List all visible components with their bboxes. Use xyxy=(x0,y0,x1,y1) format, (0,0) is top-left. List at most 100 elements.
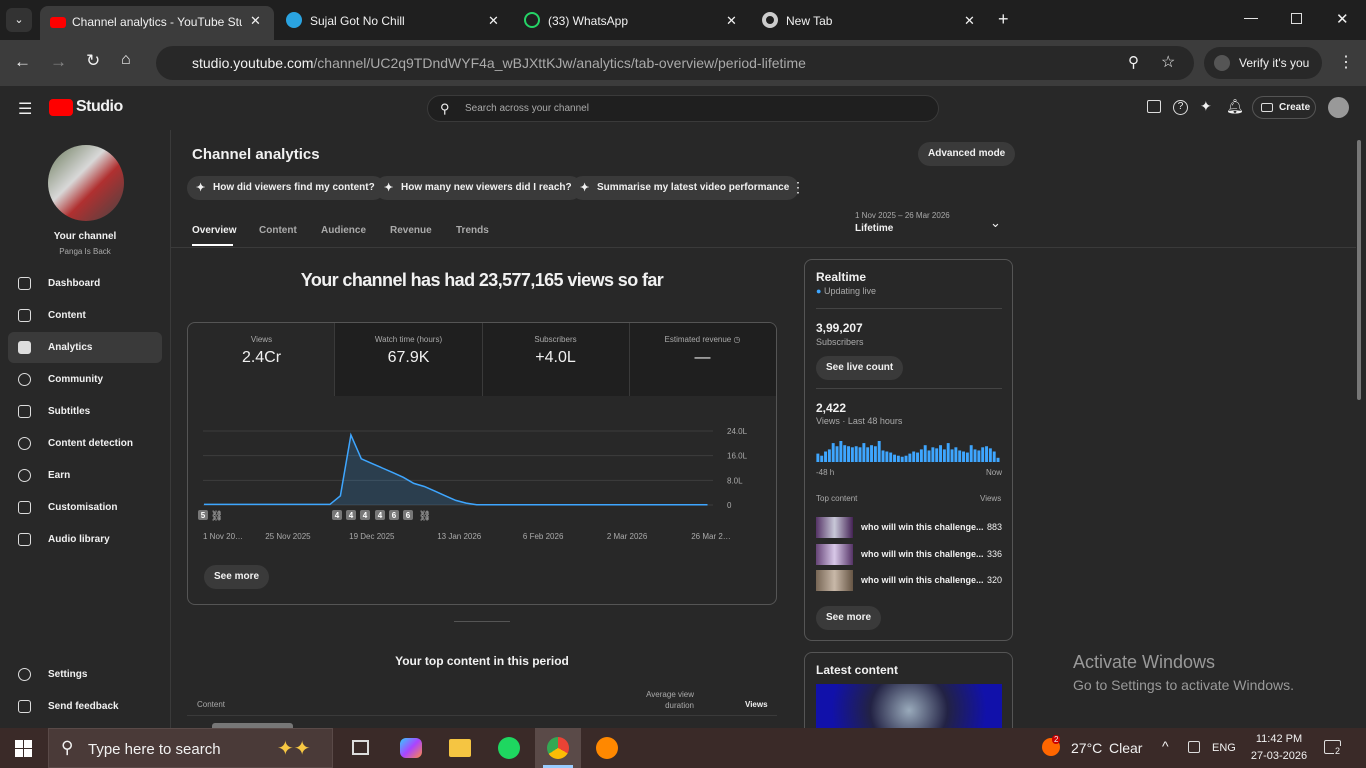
views-count: 2,422 xyxy=(816,401,847,415)
nav-item[interactable]: Earn xyxy=(8,460,162,491)
tab-active[interactable]: Overview xyxy=(192,225,237,236)
nav-item[interactable]: Content detection xyxy=(8,428,162,459)
realtime-bar xyxy=(916,452,919,462)
minimize[interactable]: — xyxy=(1244,9,1258,25)
tab-title[interactable]: New Tab xyxy=(786,14,833,28)
ai-chip[interactable]: How did viewers find my content? xyxy=(187,176,385,200)
language[interactable]: ENG xyxy=(1212,742,1236,754)
ai-chip[interactable]: Summarise my latest video performance xyxy=(571,176,800,200)
weather-badge: 2 xyxy=(1052,735,1061,744)
metric-value[interactable]: +4.0L xyxy=(535,349,576,366)
thumbnail[interactable] xyxy=(816,544,853,565)
tile-divider xyxy=(334,323,335,396)
home[interactable]: ⌂ xyxy=(121,51,131,68)
tab[interactable]: Trends xyxy=(456,225,489,236)
nav-item[interactable]: Settings xyxy=(8,659,162,690)
back[interactable]: ← xyxy=(14,52,31,71)
video-title[interactable]: who will win this challenge... xyxy=(861,549,984,559)
clock-time[interactable]: 11:42 PM xyxy=(1255,733,1303,745)
tab[interactable]: Content xyxy=(259,225,297,236)
y-tick-label: 24.0L xyxy=(727,427,748,436)
file-explorer[interactable] xyxy=(449,739,471,757)
task-view[interactable] xyxy=(352,740,369,755)
video-marker-label: 4 xyxy=(363,511,368,520)
video-title[interactable]: who will win this challenge... xyxy=(861,575,984,585)
column-header[interactable]: Views xyxy=(745,700,768,709)
tab[interactable]: Audience xyxy=(321,225,367,236)
column-header[interactable]: Average view duration xyxy=(646,690,694,710)
realtime-bar xyxy=(931,447,935,462)
video-views: 336 xyxy=(987,549,1003,559)
profile-button[interactable]: Verify it's you xyxy=(1204,47,1322,79)
scrollbar[interactable] xyxy=(1357,140,1361,400)
nav-item[interactable]: Community xyxy=(8,364,162,395)
metric-value[interactable]: 67.9K xyxy=(387,349,430,366)
active-tab[interactable]: Channel analytics - YouTube Stu ✕ xyxy=(40,6,274,40)
nav-item[interactable]: Customisation xyxy=(8,492,162,523)
close-window[interactable]: ✕ xyxy=(1336,11,1349,28)
tab-close[interactable]: ✕ xyxy=(726,13,737,28)
taskbar-search[interactable]: ⚲ Type here to search ✦✦ xyxy=(48,728,333,768)
ai-icon[interactable]: ✦ xyxy=(1200,98,1212,114)
thumbnail[interactable] xyxy=(816,570,853,591)
zoom[interactable]: ⚲ xyxy=(1128,54,1139,71)
nav-item[interactable]: Dashboard xyxy=(8,268,162,299)
metric-value[interactable]: — xyxy=(694,349,711,366)
create-button[interactable]: Create xyxy=(1252,96,1316,119)
help-icon[interactable]: ? xyxy=(1173,100,1188,115)
latest-thumbnail[interactable] xyxy=(816,684,1002,728)
tab-search[interactable]: ⌄ xyxy=(6,8,32,32)
tab-close[interactable]: ✕ xyxy=(964,13,975,28)
copilot[interactable] xyxy=(400,738,422,758)
notifications-icon[interactable]: 🔔︎ xyxy=(1226,98,1244,114)
start-button[interactable] xyxy=(15,740,32,757)
clock-date[interactable]: 27-03-2026 xyxy=(1250,750,1308,762)
tab[interactable]: Revenue xyxy=(390,225,432,236)
video-marker xyxy=(346,510,356,520)
nav-item[interactable]: Content xyxy=(8,300,162,331)
metric-value[interactable]: 2.4Cr xyxy=(241,349,282,366)
period-dropdown[interactable]: ⌄ xyxy=(990,215,1001,230)
realtime-bar xyxy=(977,450,981,462)
thumbnail[interactable] xyxy=(816,517,853,538)
fl-studio[interactable] xyxy=(596,737,618,759)
ai-chip[interactable]: How many new viewers did I reach? xyxy=(375,176,582,200)
bookmark[interactable]: ☆ xyxy=(1161,54,1176,71)
nav-item[interactable]: Audio library xyxy=(8,524,162,555)
forward[interactable]: → xyxy=(50,52,67,71)
nav-item[interactable]: Subtitles xyxy=(8,396,162,427)
nav-item-active[interactable]: Analytics xyxy=(8,332,162,363)
thumbnail[interactable] xyxy=(212,723,293,728)
period[interactable]: Lifetime xyxy=(855,223,894,234)
advanced-mode[interactable]: Advanced mode xyxy=(918,142,1016,166)
tabs-divider xyxy=(171,247,1356,248)
more-menu[interactable]: ⋮ xyxy=(791,179,805,195)
see-live-count[interactable]: See live count xyxy=(816,356,904,380)
tray-chevron[interactable]: ^ xyxy=(1162,738,1169,754)
tab-close[interactable]: ✕ xyxy=(250,13,261,28)
see-more[interactable]: See more xyxy=(204,565,270,589)
video-title[interactable]: who will win this challenge... xyxy=(861,522,984,532)
url-path: /channel/UC2q9TDndWYF4a_wBJXttKJw/analyt… xyxy=(313,55,806,71)
see-more[interactable]: See more xyxy=(816,606,882,630)
search-box[interactable]: ⚲ Search across your channel xyxy=(427,95,939,122)
hamburger[interactable]: ☰ xyxy=(18,101,33,118)
address-bar[interactable]: studio.youtube.com/channel/UC2q9TDndWYF4… xyxy=(156,46,1194,80)
reload[interactable]: ↻ xyxy=(86,51,101,70)
logo[interactable]: Studio xyxy=(76,98,123,115)
spotify[interactable] xyxy=(498,737,520,759)
tab-title[interactable]: Sujal Got No Chill xyxy=(310,14,405,28)
menu[interactable]: ⋮ xyxy=(1338,54,1354,71)
tray-icon[interactable] xyxy=(1188,741,1200,753)
restore[interactable] xyxy=(1291,13,1302,24)
account-avatar[interactable] xyxy=(1328,97,1349,118)
chrome-active[interactable] xyxy=(535,728,581,768)
new-tab[interactable]: + xyxy=(998,9,1009,29)
tab-title[interactable]: (33) WhatsApp xyxy=(548,14,629,28)
tab-close[interactable]: ✕ xyxy=(488,13,499,28)
nav-item[interactable]: Send feedback xyxy=(8,691,162,722)
realtime-bar xyxy=(992,451,996,462)
feedback-icon[interactable] xyxy=(1147,100,1161,113)
channel-avatar[interactable] xyxy=(48,145,124,221)
